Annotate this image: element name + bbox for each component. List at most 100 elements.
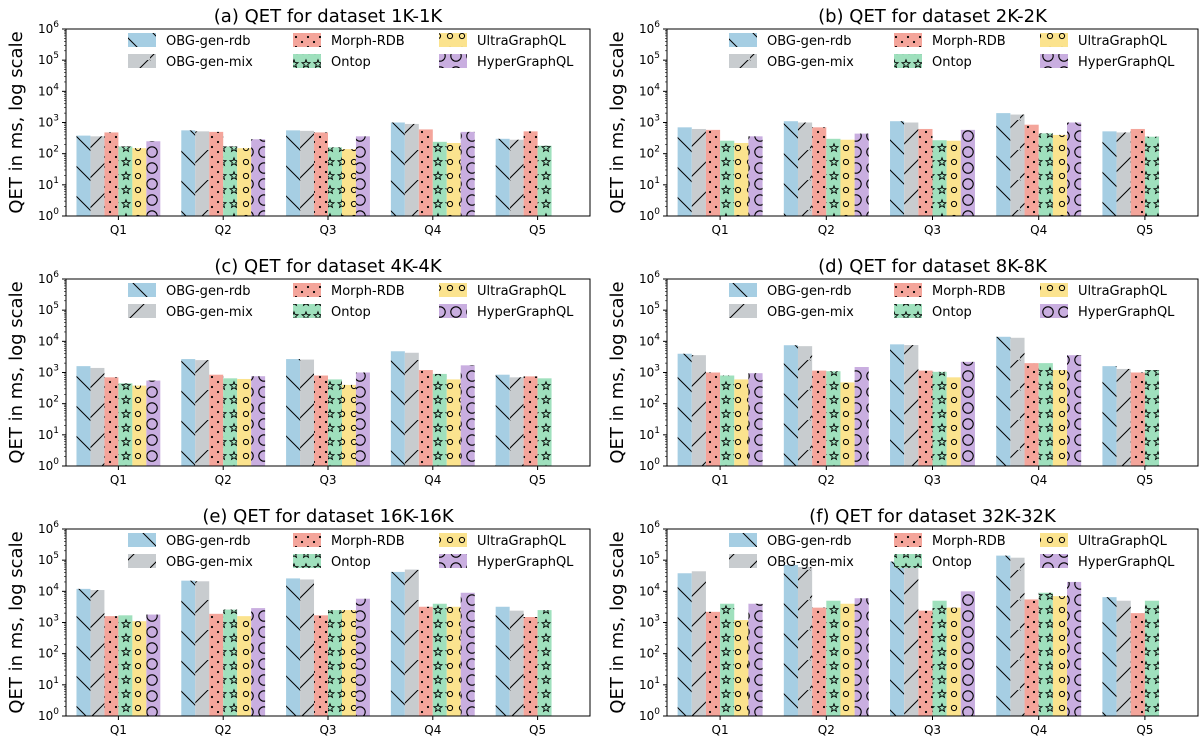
legend-swatch-morph-rdb (293, 533, 321, 547)
legend-swatch-hypergraphql (1040, 304, 1068, 318)
x-tick-label-q4: Q4 (424, 723, 441, 737)
bar-obg-gen-rdb-q2 (783, 121, 798, 216)
legend-label-ultragraphql: UltraGraphQL (477, 284, 567, 299)
bar-ontop-q5 (537, 610, 552, 716)
bar-obg-gen-rdb-q1 (76, 135, 91, 216)
legend-swatch-ontop (894, 54, 922, 68)
y-axis-label: QET in ms, log scale (607, 531, 628, 713)
bar-morph-rdb-q4 (418, 370, 433, 466)
y-tick-label: 104 (38, 582, 59, 598)
chart-panel-4: 100 101 102 103 104 105 106 Q1 Q2 Q3 Q4 Q5 (e) QET f… (6, 506, 591, 737)
legend-swatch-hypergraphql (439, 304, 467, 318)
bar-morph-rdb-q1 (705, 372, 721, 466)
y-tick-label: 100 (639, 457, 660, 473)
bar-obg-gen-rdb-q2 (783, 345, 798, 466)
bar-ultragraphql-q1 (734, 379, 749, 466)
legend-label-hypergraphql: HyperGraphQL (477, 555, 574, 570)
bar-obg-gen-rdb-q3 (286, 578, 301, 716)
legend-swatch-ontop (293, 554, 321, 568)
legend-label-morph-rdb: Morph-RDB (331, 284, 405, 299)
bar-ontop-q2 (826, 371, 841, 466)
y-tick-label: 103 (639, 364, 660, 380)
bar-obg-gen-rdb-q3 (286, 359, 301, 466)
x-tick-label-q5: Q5 (529, 223, 546, 237)
legend-label-obg-gen-rdb: OBG-gen-rdb (166, 534, 251, 549)
x-tick-label-q1: Q1 (712, 223, 729, 237)
bar-hypergraphql-q3 (960, 129, 975, 216)
legend: OBG-gen-rdb OBG-gen-mix Morph-RDB Ontop Ultr… (729, 533, 1175, 570)
legend-label-ultragraphql: UltraGraphQL (1078, 284, 1168, 299)
bar-morph-rdb-q3 (314, 615, 328, 716)
bar-obg-gen-mix-q2 (195, 360, 210, 466)
x-tick-label-q4: Q4 (1030, 473, 1047, 487)
bar-ultragraphql-q3 (946, 140, 961, 216)
chart-title: (c) QET for dataset 4K-4K (214, 256, 442, 277)
bar-hypergraphql-q4 (1067, 581, 1082, 716)
bar-ontop-q4 (1038, 363, 1053, 466)
bar-obg-gen-rdb-q1 (677, 127, 692, 216)
bar-morph-rdb-q3 (314, 132, 328, 216)
legend-swatch-hypergraphql (439, 554, 467, 568)
bar-ontop-q5 (537, 145, 552, 216)
bar-ultragraphql-q3 (341, 149, 356, 216)
x-tick-label-q2: Q2 (818, 473, 835, 487)
bar-ultragraphql-q2 (237, 378, 252, 466)
bar-morph-rdb-q3 (918, 610, 933, 716)
y-tick-label: 104 (639, 332, 660, 348)
y-tick-label: 105 (38, 551, 59, 567)
bar-ultragraphql-q4 (446, 606, 461, 716)
bar-obg-gen-mix-q4 (404, 352, 419, 466)
bar-morph-rdb-q5 (1130, 613, 1145, 716)
x-tick-label-q1: Q1 (110, 223, 127, 237)
x-tick-label-q3: Q3 (319, 473, 336, 487)
y-tick-label: 103 (639, 614, 660, 630)
bar-obg-gen-rdb-q1 (76, 588, 91, 716)
bar-obg-gen-mix-q4 (1010, 337, 1025, 466)
y-tick-label: 106 (639, 20, 660, 36)
bar-ontop-q2 (223, 378, 238, 466)
x-tick-label-q1: Q1 (712, 473, 729, 487)
x-tick-label-q4: Q4 (1030, 723, 1047, 737)
legend-swatch-ultragraphql (439, 533, 467, 547)
y-tick-label: 101 (639, 176, 660, 192)
legend-label-hypergraphql: HyperGraphQL (1078, 555, 1175, 570)
y-tick-label: 105 (38, 51, 59, 67)
bar-ultragraphql-q2 (840, 603, 855, 716)
y-tick-label: 102 (38, 145, 59, 161)
chart-panel-3: 100 101 102 103 104 105 106 Q1 Q2 Q3 Q4 Q5 (d) QET f… (607, 256, 1199, 487)
bar-obg-gen-rdb-q4 (996, 555, 1011, 716)
bar-obg-gen-rdb-q4 (996, 113, 1011, 216)
legend: OBG-gen-rdb OBG-gen-mix Morph-RDB Ontop Ultr… (128, 33, 574, 70)
bar-ontop-q4 (1038, 133, 1053, 216)
bar-obg-gen-rdb-q5 (495, 374, 510, 466)
bar-ultragraphql-q3 (341, 610, 356, 716)
bar-obg-gen-rdb-q3 (890, 561, 905, 716)
legend-label-obg-gen-rdb: OBG-gen-rdb (166, 34, 251, 49)
x-tick-label-q3: Q3 (319, 223, 336, 237)
bar-obg-gen-mix-q2 (195, 581, 210, 716)
bar-ontop-q1 (118, 383, 133, 466)
y-tick-label: 106 (38, 20, 59, 36)
legend-swatch-morph-rdb (894, 283, 922, 297)
legend-label-ultragraphql: UltraGraphQL (477, 34, 567, 49)
legend-swatch-obg-gen-rdb (729, 283, 757, 297)
x-tick-label-q5: Q5 (1136, 723, 1153, 737)
x-tick-label-q4: Q4 (424, 473, 441, 487)
legend-label-morph-rdb: Morph-RDB (331, 34, 405, 49)
bar-hypergraphql-q3 (960, 361, 975, 466)
legend-label-obg-gen-mix: OBG-gen-mix (767, 305, 854, 320)
legend-label-ultragraphql: UltraGraphQL (1078, 534, 1168, 549)
bar-ontop-q4 (1038, 592, 1053, 716)
bar-ontop-q3 (328, 610, 342, 716)
chart-panel-1: 100 101 102 103 104 105 106 Q1 Q2 Q3 Q4 Q5 (b) QET f… (607, 6, 1199, 237)
y-axis-label: QET in ms, log scale (6, 531, 27, 713)
bar-hypergraphql-q4 (460, 365, 475, 466)
bar-morph-rdb-q4 (418, 129, 433, 216)
y-tick-label: 102 (38, 395, 59, 411)
y-tick-label: 106 (38, 520, 59, 536)
bar-morph-rdb-q2 (209, 613, 224, 716)
legend-swatch-obg-gen-mix (729, 54, 757, 68)
y-tick-label: 100 (38, 457, 59, 473)
y-tick-label: 105 (639, 301, 660, 317)
bar-obg-gen-rdb-q5 (1102, 366, 1117, 466)
